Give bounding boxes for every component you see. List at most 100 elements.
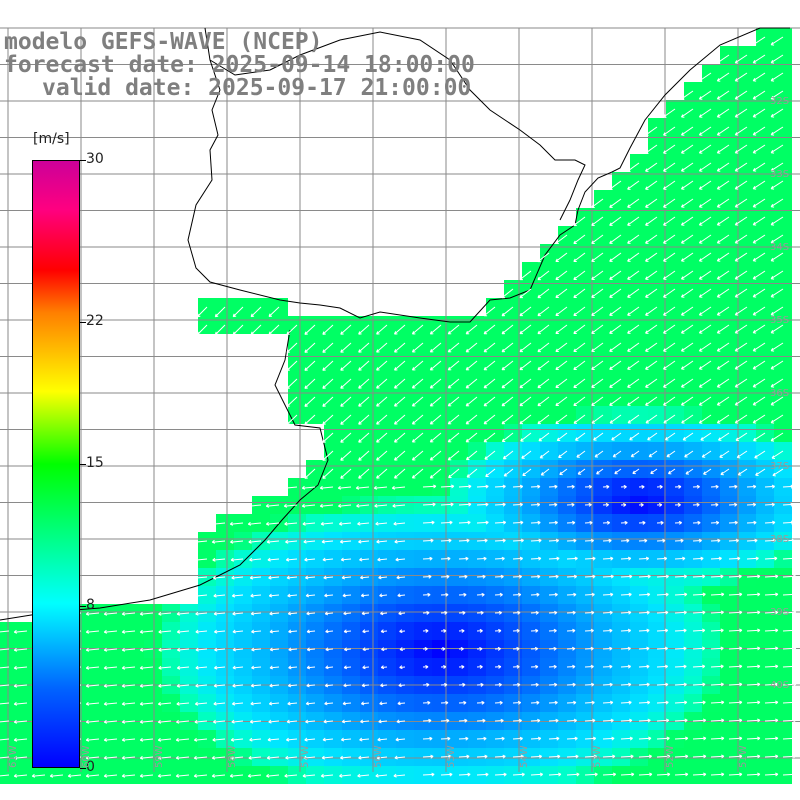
wind-arrow <box>692 682 706 687</box>
wind-arrow <box>701 450 712 458</box>
colorbar-tick <box>80 605 86 607</box>
wind-arrow <box>343 629 352 634</box>
wind-arrow <box>501 414 514 425</box>
wind-arrow <box>602 736 615 741</box>
wind-arrow <box>193 539 208 544</box>
wind-arrow <box>591 216 604 226</box>
wind-arrow <box>770 288 784 298</box>
lon-label: 60W <box>81 745 92 768</box>
wind-arrow <box>602 664 613 669</box>
wind-arrow <box>645 234 658 244</box>
wind-arrow <box>394 432 406 443</box>
wind-arrow <box>716 126 730 136</box>
wind-arrow <box>746 610 761 615</box>
wind-arrow <box>286 378 298 389</box>
wind-arrow <box>728 664 743 669</box>
wind-arrow <box>322 737 334 742</box>
wind-arrow <box>656 646 669 651</box>
wind-arrow <box>630 450 640 458</box>
wind-arrow <box>566 646 576 651</box>
wind-arrow <box>305 701 316 706</box>
wind-arrow <box>710 556 722 561</box>
wind-arrow <box>746 538 758 543</box>
wind-arrow <box>398 611 406 616</box>
wind-arrow <box>620 646 631 651</box>
wind-arrow <box>85 647 100 652</box>
wind-arrow <box>638 592 651 597</box>
wind-arrow <box>746 556 759 561</box>
wind-arrow <box>770 198 784 208</box>
wind-arrow <box>656 574 669 579</box>
wind-arrow <box>360 593 370 598</box>
lon-label: 55W <box>446 745 457 768</box>
wind-arrow <box>752 378 766 388</box>
wind-arrow <box>537 288 550 299</box>
wind-arrow <box>175 755 190 760</box>
wind-arrow <box>770 306 784 316</box>
wind-arrow <box>286 737 298 742</box>
wind-arrow <box>698 180 712 190</box>
wind-arrow <box>746 628 761 633</box>
wind-arrow <box>548 592 558 597</box>
wind-arrow <box>698 288 712 298</box>
wind-arrow <box>465 342 478 353</box>
colorbar-units: [m/s] <box>33 131 70 147</box>
wind-arrow <box>340 396 352 407</box>
wind-arrow <box>782 610 797 615</box>
wind-arrow <box>305 575 316 580</box>
wind-arrow <box>193 755 208 760</box>
wind-arrow <box>584 646 594 651</box>
wind-arrow <box>266 539 280 544</box>
wind-arrow <box>193 737 208 742</box>
wind-arrow <box>340 450 352 461</box>
wind-arrow <box>620 718 633 723</box>
wind-arrow <box>716 162 730 172</box>
wind-vectors <box>0 36 797 778</box>
wind-arrow <box>519 306 532 317</box>
wind-arrow <box>663 108 676 118</box>
wind-arrow <box>638 538 648 543</box>
wind-arrow <box>782 718 797 723</box>
wind-arrow <box>728 700 743 705</box>
wind-arrow <box>304 342 316 353</box>
wind-arrow <box>0 648 10 651</box>
wind-arrow <box>375 773 388 778</box>
wind-arrow <box>746 772 761 777</box>
wind-arrow <box>284 773 298 778</box>
wind-arrow <box>764 664 779 669</box>
wind-arrow <box>734 270 748 280</box>
wind-arrow <box>214 665 226 670</box>
wind-arrow <box>645 216 658 226</box>
wind-arrow <box>566 628 576 633</box>
wind-arrow <box>573 324 586 335</box>
wind-arrow <box>656 682 669 687</box>
wind-arrow <box>360 719 370 724</box>
colorbar-tick-label: 8 <box>86 596 95 613</box>
wind-arrow <box>285 539 298 544</box>
wind-arrow <box>674 664 687 669</box>
wind-arrow <box>692 736 707 741</box>
wind-arrow <box>734 72 748 82</box>
wind-arrow <box>754 450 766 459</box>
wind-arrow <box>770 252 784 262</box>
wind-arrow <box>734 162 748 172</box>
wind-arrow <box>458 502 472 507</box>
wind-arrow <box>764 736 779 741</box>
wind-arrow <box>458 682 466 687</box>
wind-arrow <box>212 719 226 724</box>
wind-arrow <box>458 556 469 561</box>
wind-arrow <box>13 737 28 742</box>
wind-arrow <box>322 342 334 353</box>
wind-arrow <box>392 503 406 508</box>
wind-arrow <box>285 557 298 562</box>
wind-arrow <box>656 556 668 561</box>
wind-arrow <box>251 629 262 634</box>
wind-arrow <box>530 556 542 561</box>
wind-arrow <box>663 180 676 190</box>
wind-arrow <box>710 736 725 741</box>
wind-arrow <box>339 539 352 544</box>
wind-arrow <box>176 665 190 670</box>
wind-arrow <box>530 646 539 651</box>
wind-arrow <box>193 773 208 778</box>
wind-arrow <box>103 611 118 616</box>
